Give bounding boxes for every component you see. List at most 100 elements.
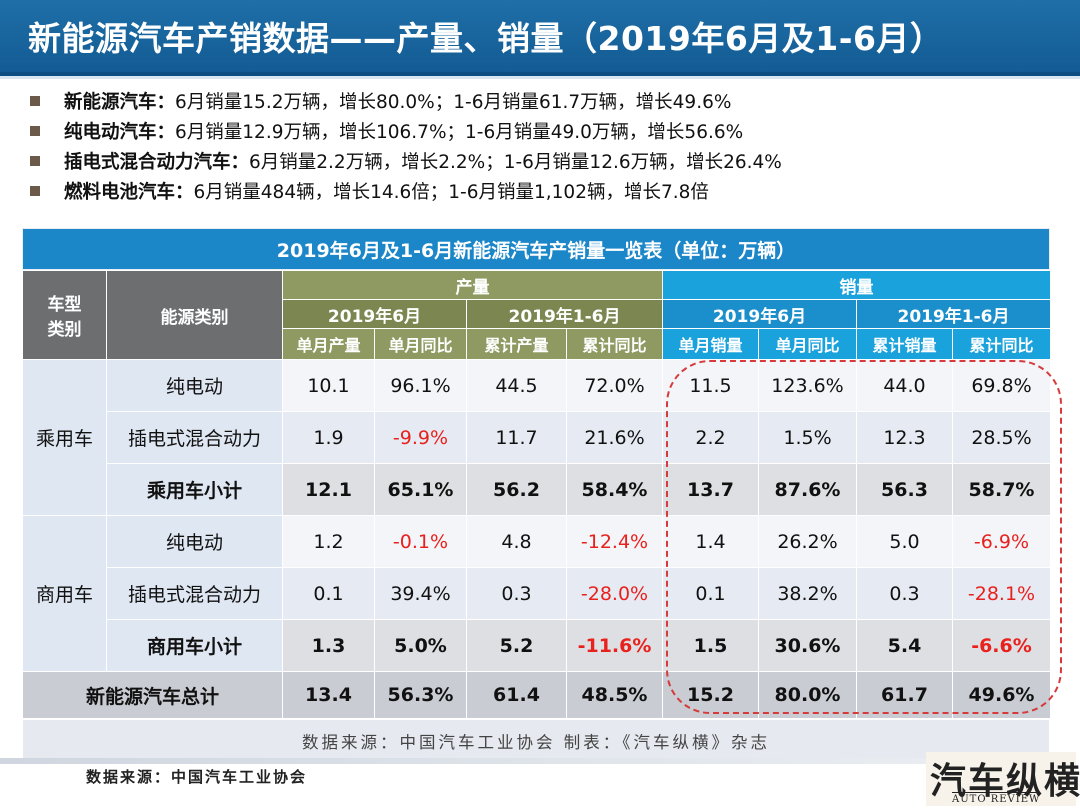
value-cell: 123.6% (758, 359, 857, 412)
bullet-label: 燃料电池汽车： (64, 182, 194, 203)
row-label: 纯电动 (106, 359, 283, 412)
value-cell: 1.9 (282, 411, 375, 464)
logo-title: 汽车纵横 (930, 760, 1080, 802)
bullet-square-icon (30, 96, 40, 106)
row-label: 商用车小计 (106, 619, 283, 672)
subtotal-row: 乘用车小计 12.1 65.1% 56.2 58.4% 13.7 87.6% 5… (23, 463, 1051, 516)
value-cell: 56.2 (466, 463, 567, 516)
total-value: 61.4 (466, 671, 567, 719)
header-vehicle-type-line1: 车型 (47, 295, 82, 315)
header-vehicle-type-line2: 类别 (47, 320, 82, 340)
value-cell: 58.4% (566, 463, 663, 516)
bullet-label: 插电式混合动力汽车： (64, 152, 250, 173)
value-cell: 44.0 (856, 359, 953, 412)
total-value: 61.7 (856, 671, 953, 719)
total-value: 48.5% (566, 671, 663, 719)
value-cell: 5.0 (856, 515, 953, 568)
header-col: 单月同比 (374, 328, 467, 360)
value-cell: 0.1 (282, 567, 375, 620)
row-label: 插电式混合动力 (106, 567, 283, 620)
bullet-text: 6月销量12.9万辆，增长106.7%；1-6月销量49.0万辆，增长56.6% (175, 122, 744, 143)
header-production-h1: 2019年1-6月 (466, 299, 663, 329)
title-divider (0, 76, 1080, 79)
footer-source: 数据来源：中国汽车工业协会 (86, 768, 308, 786)
header-col: 累计产量 (466, 328, 567, 360)
table-source-note: 数据来源：中国汽车工业协会 制表：《汽车纵横》杂志 (22, 719, 1050, 763)
category-cell: 乘用车 (22, 359, 107, 516)
total-row: 新能源汽车总计 13.4 56.3% 61.4 48.5% 15.2 80.0%… (22, 671, 1051, 719)
value-cell: 13.7 (662, 463, 759, 516)
bullet-square-icon (30, 126, 40, 136)
total-value: 15.2 (662, 671, 759, 719)
title-bar: 新能源汽车产销数据——产量、销量（2019年6月及1-6月） (0, 0, 1080, 76)
bullet-square-icon (30, 186, 40, 196)
total-label: 新能源汽车总计 (22, 671, 283, 719)
header-sales: 销量 (662, 270, 1051, 300)
header-col: 累计同比 (566, 328, 663, 360)
row-label: 插电式混合动力 (106, 411, 283, 464)
category-cell: 商用车 (22, 515, 107, 672)
value-cell: 44.5 (466, 359, 567, 412)
header-col: 单月销量 (662, 328, 759, 360)
total-value: 13.4 (282, 671, 375, 719)
row-label: 纯电动 (106, 515, 283, 568)
bullet-square-icon (30, 156, 40, 166)
bullet-text: 6月销量484辆，增长14.6倍；1-6月销量1,102辆，增长7.8倍 (193, 182, 709, 203)
value-cell: 56.3 (856, 463, 953, 516)
header-sales-jun: 2019年6月 (662, 299, 857, 329)
value-cell: 26.2% (758, 515, 857, 568)
value-cell: 12.3 (856, 411, 953, 464)
value-cell: 1.5 (662, 619, 759, 672)
value-cell: 4.8 (466, 515, 567, 568)
value-cell: 0.3 (856, 567, 953, 620)
value-cell: 30.6% (758, 619, 857, 672)
value-cell: -11.6% (566, 619, 663, 672)
bullet-item: 燃料电池汽车： 6月销量484辆，增长14.6倍；1-6月销量1,102辆，增长… (28, 176, 1068, 206)
value-cell: 58.7% (952, 463, 1051, 516)
subtotal-row: 商用车小计 1.3 5.0% 5.2 -11.6% 1.5 30.6% 5.4 … (23, 619, 1051, 672)
table-row: 插电式混合动力 0.1 39.4% 0.3 -28.0% 0.1 38.2% 0… (23, 567, 1051, 620)
value-cell: -28.0% (566, 567, 663, 620)
value-cell: -0.1% (374, 515, 467, 568)
magazine-logo: 汽车纵横 AUTO REVIEW (926, 752, 1080, 806)
total-value: 80.0% (758, 671, 857, 719)
bullet-item: 新能源汽车： 6月销量15.2万辆，增长80.0%；1-6月销量61.7万辆，增… (28, 86, 1068, 116)
value-cell: 1.4 (662, 515, 759, 568)
value-cell: 10.1 (282, 359, 375, 412)
header-production-jun: 2019年6月 (282, 299, 467, 329)
value-cell: 38.2% (758, 567, 857, 620)
data-table-panel: 2019年6月及1-6月新能源汽车产销量一览表（单位：万辆） 车型 类别 能源类… (22, 228, 1051, 763)
logo-subtitle: AUTO REVIEW (952, 792, 1041, 805)
header-col: 累计销量 (856, 328, 953, 360)
value-cell: 11.7 (466, 411, 567, 464)
table-row: 乘用车 纯电动 10.1 96.1% 44.5 72.0% 11.5 123.6… (22, 359, 1051, 516)
value-cell: 1.2 (282, 515, 375, 568)
header-vehicle-type: 车型 类别 (22, 270, 107, 360)
table-title: 2019年6月及1-6月新能源汽车产销量一览表（单位：万辆） (22, 228, 1050, 270)
header-col: 单月同比 (758, 328, 857, 360)
value-cell: 0.1 (662, 567, 759, 620)
value-cell: 39.4% (374, 567, 467, 620)
bullet-text: 6月销量15.2万辆，增长80.0%；1-6月销量61.7万辆，增长49.6% (175, 92, 732, 113)
value-cell: 21.6% (566, 411, 663, 464)
value-cell: 87.6% (758, 463, 857, 516)
value-cell: 1.5% (758, 411, 857, 464)
header-col: 累计同比 (952, 328, 1051, 360)
bullet-item: 插电式混合动力汽车： 6月销量2.2万辆，增长2.2%；1-6月销量12.6万辆… (28, 146, 1068, 176)
value-cell: 28.5% (952, 411, 1051, 464)
value-cell: 11.5 (662, 359, 759, 412)
value-cell: 0.3 (466, 567, 567, 620)
bullet-item: 纯电动汽车： 6月销量12.9万辆，增长106.7%；1-6月销量49.0万辆，… (28, 116, 1068, 146)
row-label: 乘用车小计 (106, 463, 283, 516)
value-cell: -9.9% (374, 411, 467, 464)
value-cell: 69.8% (952, 359, 1051, 412)
bullet-text: 6月销量2.2万辆，增长2.2%；1-6月销量12.6万辆，增长26.4% (249, 152, 782, 173)
sales-table: 车型 类别 能源类别 产量 销量 2019年6月 2019年1-6月 2019年… (22, 270, 1051, 719)
page-title: 新能源汽车产销数据——产量、销量（2019年6月及1-6月） (28, 19, 944, 58)
value-cell: 96.1% (374, 359, 467, 412)
value-cell: 1.3 (282, 619, 375, 672)
footer-band (0, 758, 930, 764)
summary-bullets: 新能源汽车： 6月销量15.2万辆，增长80.0%；1-6月销量61.7万辆，增… (28, 86, 1068, 206)
table-row: 商用车 纯电动 1.2 -0.1% 4.8 -12.4% 1.4 26.2% 5… (22, 515, 1051, 672)
bullet-label: 纯电动汽车： (64, 122, 176, 143)
